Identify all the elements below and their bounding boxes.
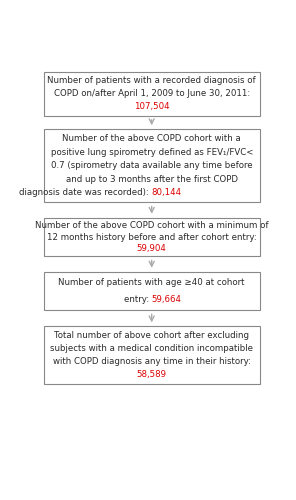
Text: 59,664: 59,664 <box>152 294 182 304</box>
Text: Number of patients with a recorded diagnosis of: Number of patients with a recorded diagn… <box>47 76 256 85</box>
Text: and up to 3 months after the first COPD: and up to 3 months after the first COPD <box>66 175 238 184</box>
Text: 59,904: 59,904 <box>137 244 167 253</box>
Text: with COPD diagnosis any time in their history:: with COPD diagnosis any time in their hi… <box>53 358 251 366</box>
Text: COPD on/after April 1, 2009 to June 30, 2011:: COPD on/after April 1, 2009 to June 30, … <box>54 89 250 98</box>
Text: subjects with a medical condition incompatible: subjects with a medical condition incomp… <box>50 344 253 353</box>
FancyBboxPatch shape <box>44 130 260 202</box>
FancyBboxPatch shape <box>44 326 260 384</box>
FancyBboxPatch shape <box>44 218 260 256</box>
Text: 107,504: 107,504 <box>134 102 170 111</box>
Text: Total number of above cohort after excluding: Total number of above cohort after exclu… <box>54 331 249 340</box>
Text: 12 months history before and after cohort entry:: 12 months history before and after cohor… <box>47 232 257 241</box>
Text: 58,589: 58,589 <box>137 370 167 380</box>
Text: 80,144: 80,144 <box>152 188 182 198</box>
Text: positive lung spirometry defined as FEV₁/FVC<: positive lung spirometry defined as FEV₁… <box>51 148 253 157</box>
Text: entry:: entry: <box>124 294 152 304</box>
FancyBboxPatch shape <box>44 272 260 310</box>
Text: 0.7 (spirometry data available any time before: 0.7 (spirometry data available any time … <box>51 162 252 170</box>
Text: Number of patients with age ≥40 at cohort: Number of patients with age ≥40 at cohor… <box>58 278 245 287</box>
Text: Number of the above COPD cohort with a: Number of the above COPD cohort with a <box>62 134 241 143</box>
Text: Number of the above COPD cohort with a minimum of: Number of the above COPD cohort with a m… <box>35 222 268 230</box>
Text: diagnosis date was recorded):: diagnosis date was recorded): <box>19 188 152 198</box>
FancyBboxPatch shape <box>44 72 260 116</box>
